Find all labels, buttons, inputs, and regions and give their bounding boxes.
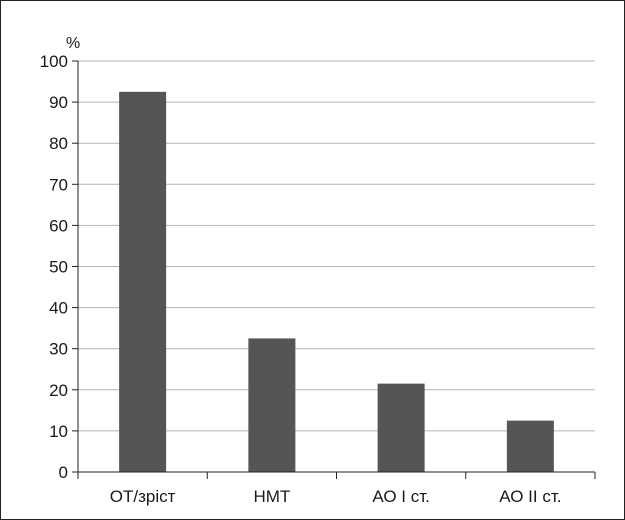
x-tick-label: ОТ/зріст bbox=[110, 487, 176, 506]
y-tick-label: 70 bbox=[49, 175, 68, 194]
y-tick-label: 100 bbox=[40, 52, 68, 71]
bar bbox=[248, 338, 296, 472]
x-tick-label: АО І ст. bbox=[372, 487, 429, 506]
y-tick-label: 50 bbox=[49, 258, 68, 277]
y-tick-label: 40 bbox=[49, 299, 68, 318]
x-tick-label: АО ІІ ст. bbox=[499, 487, 561, 506]
y-tick-label: 10 bbox=[49, 422, 68, 441]
y-tick-label: 80 bbox=[49, 134, 68, 153]
bar bbox=[377, 383, 425, 472]
x-tick-label: НМТ bbox=[253, 487, 290, 506]
y-tick-label: 90 bbox=[49, 93, 68, 112]
bar bbox=[506, 420, 554, 472]
y-tick-label: 30 bbox=[49, 340, 68, 359]
bar bbox=[119, 91, 167, 472]
y-axis-unit-label: % bbox=[66, 35, 80, 52]
y-tick-label: 60 bbox=[49, 216, 68, 235]
y-tick-label: 20 bbox=[49, 381, 68, 400]
y-tick-label: 0 bbox=[59, 463, 68, 482]
